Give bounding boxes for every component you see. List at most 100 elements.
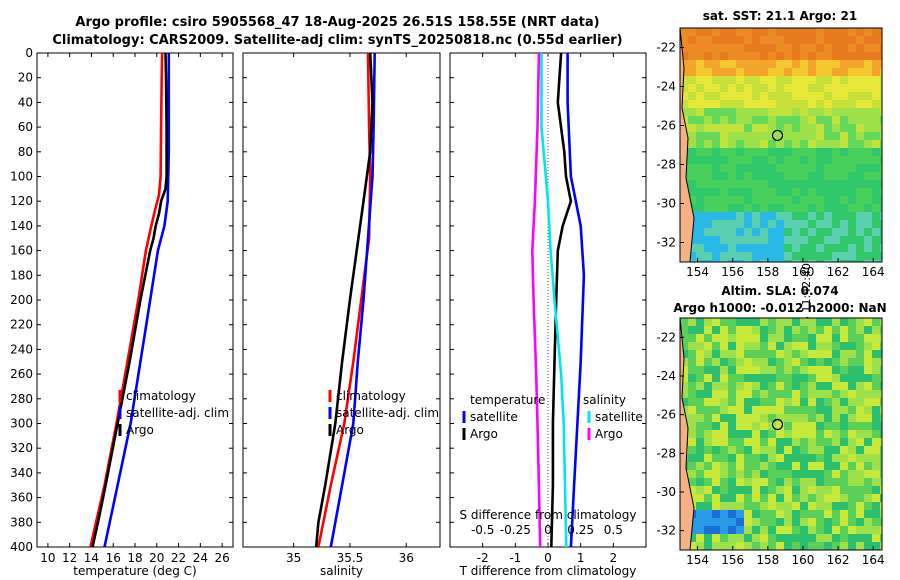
map-cell <box>712 318 721 327</box>
map-cell <box>760 164 769 173</box>
map-cell <box>696 180 705 189</box>
map-cell <box>760 534 769 543</box>
map-cell <box>824 494 833 503</box>
map-cell <box>872 188 881 197</box>
map-cell <box>840 228 849 237</box>
map-cell <box>808 244 817 253</box>
map-cell <box>704 44 713 53</box>
map-cell <box>816 382 825 391</box>
map-cell <box>784 28 793 37</box>
map-cell <box>736 350 745 359</box>
map-cell <box>696 350 705 359</box>
map-cell <box>720 390 729 399</box>
map-cell <box>768 180 777 189</box>
map-cell <box>784 188 793 197</box>
s-tick-label: -0.5 <box>471 523 494 537</box>
map-cell <box>776 188 785 197</box>
map-y-tick-label: -28 <box>656 446 676 460</box>
map-cell <box>752 188 761 197</box>
map-cell <box>768 44 777 53</box>
map-cell <box>704 366 713 375</box>
map-cell <box>720 518 729 527</box>
map-cell <box>792 60 801 69</box>
map-cell <box>808 454 817 463</box>
map-cell <box>712 350 721 359</box>
map-cell <box>704 382 713 391</box>
map-cell <box>872 390 881 399</box>
map-cell <box>712 478 721 487</box>
map-cell <box>832 446 841 455</box>
map-cell <box>744 374 753 383</box>
map-cell <box>736 188 745 197</box>
map-cell <box>856 68 865 77</box>
map-cell <box>744 358 753 367</box>
map-cell <box>736 52 745 61</box>
map-cell <box>696 390 705 399</box>
map-cell <box>848 318 857 327</box>
map-cell <box>728 326 737 335</box>
map-cell <box>688 108 697 117</box>
map-cell <box>704 510 713 519</box>
map-cell <box>864 100 873 109</box>
map-cell <box>848 76 857 85</box>
map-cell <box>832 390 841 399</box>
map-cell <box>864 446 873 455</box>
map-cell <box>720 446 729 455</box>
map-cell <box>864 366 873 375</box>
map-cell <box>816 228 825 237</box>
map-cell <box>696 478 705 487</box>
map-cell <box>688 260 697 262</box>
map-cell <box>848 414 857 423</box>
map-cell <box>824 68 833 77</box>
map-cell <box>712 260 721 262</box>
map-cell <box>784 220 793 229</box>
map-cell <box>792 534 801 543</box>
map-cell <box>792 260 801 262</box>
map-field-sla-map <box>680 318 882 550</box>
map-cell <box>848 358 857 367</box>
map-cell <box>880 228 882 237</box>
map-cell <box>752 236 761 245</box>
map-cell <box>824 334 833 343</box>
map-cell <box>848 204 857 213</box>
map-cell <box>752 470 761 479</box>
map-cell <box>704 390 713 399</box>
map-cell <box>880 92 882 101</box>
map-cell <box>680 334 689 343</box>
map-cell <box>720 244 729 253</box>
map-cell <box>728 188 737 197</box>
x-tick-label-salinity: 36 <box>399 551 414 565</box>
map-cell <box>880 462 882 471</box>
map-cell <box>752 196 761 205</box>
map-cell <box>832 462 841 471</box>
map-cell <box>696 422 705 431</box>
map-cell <box>688 462 697 471</box>
map-cell <box>872 260 881 262</box>
map-cell <box>760 470 769 479</box>
map-cell <box>784 108 793 117</box>
map-cell <box>864 486 873 495</box>
map-cell <box>824 132 833 141</box>
series-line-difference-s-argo <box>530 52 542 548</box>
map-cell <box>720 140 729 149</box>
map-cell <box>736 510 745 519</box>
map-cell <box>872 494 881 503</box>
map-cell <box>744 382 753 391</box>
map-cell <box>872 422 881 431</box>
map-cell <box>816 438 825 447</box>
map-cell <box>720 542 729 550</box>
map-cell <box>840 196 849 205</box>
series-line-difference-t-argo <box>550 52 573 548</box>
map-cell <box>728 430 737 439</box>
map-cell <box>832 220 841 229</box>
map-cell <box>688 116 697 125</box>
map-cell <box>696 220 705 229</box>
map-cell <box>848 236 857 245</box>
map-cell <box>752 68 761 77</box>
map-cell <box>856 36 865 45</box>
y-tick-label: 220 <box>10 318 33 332</box>
map-cell <box>824 212 833 221</box>
map-cell <box>696 52 705 61</box>
map-cell <box>752 204 761 213</box>
